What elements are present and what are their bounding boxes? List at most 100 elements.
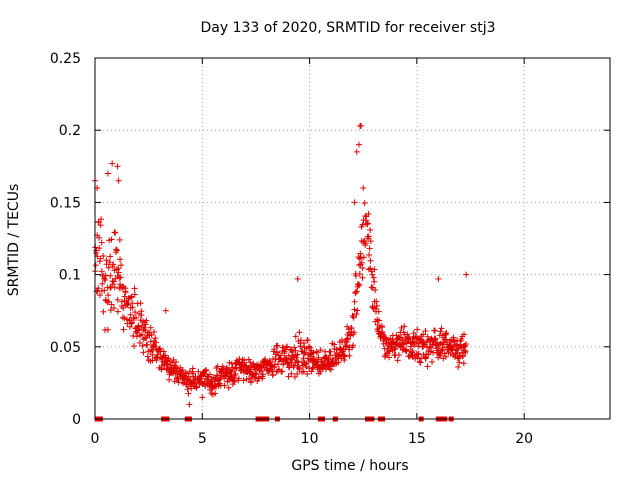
data-point bbox=[302, 349, 309, 356]
data-point bbox=[346, 352, 353, 359]
data-point bbox=[437, 328, 444, 335]
data-point bbox=[125, 295, 132, 302]
data-point bbox=[443, 336, 450, 343]
data-point bbox=[127, 294, 134, 301]
data-point bbox=[304, 370, 311, 377]
data-point bbox=[409, 347, 416, 354]
data-point bbox=[358, 259, 365, 266]
data-point bbox=[460, 360, 467, 367]
data-point bbox=[206, 371, 213, 378]
data-point bbox=[352, 272, 359, 279]
data-point bbox=[463, 271, 470, 278]
data-point bbox=[132, 309, 139, 316]
data-point bbox=[115, 265, 122, 272]
data-point bbox=[294, 351, 301, 358]
data-point bbox=[297, 343, 304, 350]
data-point bbox=[309, 365, 316, 372]
data-point bbox=[341, 357, 348, 364]
data-point bbox=[233, 365, 240, 372]
data-point bbox=[98, 239, 105, 246]
data-point bbox=[156, 345, 163, 352]
data-point bbox=[107, 307, 114, 314]
data-point bbox=[232, 370, 239, 377]
data-point bbox=[351, 306, 358, 313]
data-point bbox=[120, 305, 127, 312]
data-point bbox=[101, 287, 108, 294]
data-point bbox=[97, 222, 104, 229]
data-point bbox=[442, 353, 449, 360]
data-point bbox=[303, 363, 310, 370]
data-point bbox=[367, 226, 374, 233]
data-point bbox=[351, 298, 358, 305]
data-point bbox=[414, 351, 421, 358]
data-point bbox=[137, 300, 144, 307]
data-point bbox=[203, 366, 210, 373]
data-point bbox=[113, 266, 120, 273]
data-point bbox=[108, 301, 115, 308]
data-point bbox=[361, 200, 368, 207]
data-point bbox=[140, 349, 147, 356]
data-point bbox=[462, 348, 469, 355]
data-point bbox=[354, 307, 361, 314]
data-point bbox=[223, 364, 230, 371]
x-tick-label: 5 bbox=[198, 431, 207, 447]
data-point bbox=[118, 298, 125, 305]
data-point bbox=[185, 390, 192, 397]
data-point bbox=[359, 274, 366, 281]
data-point bbox=[375, 308, 382, 315]
data-point bbox=[271, 361, 278, 368]
data-point bbox=[294, 275, 301, 282]
data-point bbox=[96, 292, 103, 299]
data-point bbox=[107, 284, 114, 291]
data-point bbox=[110, 261, 117, 268]
data-point bbox=[317, 347, 324, 354]
data-points bbox=[92, 122, 470, 422]
data-point bbox=[131, 343, 138, 350]
data-point bbox=[348, 325, 355, 332]
data-point bbox=[372, 287, 379, 294]
data-point bbox=[119, 314, 126, 321]
data-point bbox=[358, 122, 365, 129]
data-point bbox=[104, 170, 111, 177]
data-point bbox=[262, 356, 269, 363]
data-point bbox=[293, 354, 300, 361]
data-point bbox=[285, 352, 292, 359]
data-point bbox=[443, 330, 450, 337]
data-point bbox=[129, 319, 136, 326]
data-point bbox=[353, 311, 360, 318]
data-point bbox=[173, 359, 180, 366]
data-point bbox=[450, 334, 457, 341]
x-axis-label: GPS time / hours bbox=[291, 458, 408, 474]
data-point bbox=[300, 350, 307, 357]
data-point bbox=[117, 256, 124, 263]
data-point bbox=[106, 259, 113, 266]
data-point bbox=[154, 351, 161, 358]
data-point bbox=[424, 363, 431, 370]
y-axis-label: SRMTID / TECUs bbox=[6, 184, 22, 297]
data-point bbox=[102, 276, 109, 283]
data-point bbox=[360, 254, 367, 261]
data-point bbox=[366, 252, 373, 259]
data-point bbox=[410, 330, 417, 337]
data-point bbox=[391, 346, 398, 353]
data-point bbox=[373, 298, 380, 305]
data-point bbox=[438, 325, 445, 332]
data-point bbox=[99, 280, 106, 287]
data-point bbox=[152, 339, 159, 346]
data-point bbox=[273, 349, 280, 356]
data-point bbox=[271, 346, 278, 353]
data-point bbox=[308, 368, 315, 375]
data-point bbox=[429, 358, 436, 365]
data-point bbox=[110, 278, 117, 285]
data-point bbox=[420, 331, 427, 338]
data-point bbox=[296, 365, 303, 372]
data-point bbox=[317, 368, 324, 375]
data-point bbox=[351, 199, 358, 206]
data-point bbox=[142, 321, 149, 328]
x-tick-label: 10 bbox=[301, 431, 319, 447]
data-point bbox=[451, 353, 458, 360]
data-point bbox=[455, 363, 462, 370]
data-point bbox=[373, 302, 380, 309]
data-point bbox=[253, 371, 260, 378]
